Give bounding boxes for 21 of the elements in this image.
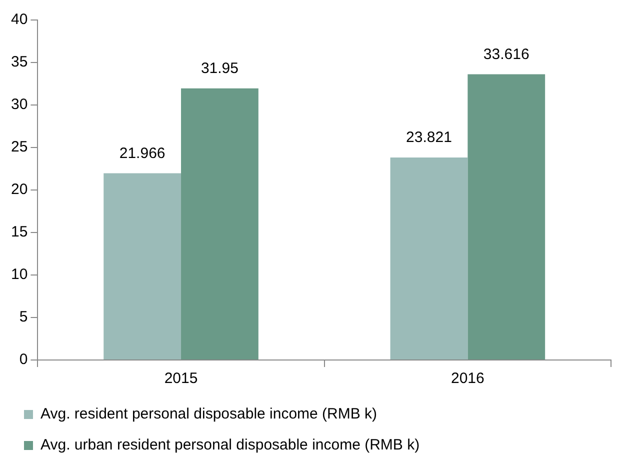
y-tick-label: 35 xyxy=(10,54,28,71)
y-tick-label: 25 xyxy=(10,138,28,156)
data-label: 21.966 xyxy=(119,144,166,162)
bar xyxy=(104,173,182,360)
y-tick-label: 5 xyxy=(19,308,28,326)
x-tick-label: 2015 xyxy=(164,370,198,388)
y-tick-label: 10 xyxy=(10,266,28,284)
legend-label: Avg. urban resident personal disposable income (RMB k) xyxy=(40,436,420,454)
x-tick-label: 2016 xyxy=(450,370,484,388)
legend-label: Avg. resident personal disposable income (RMB k) xyxy=(40,406,378,423)
y-tick-label: 0 xyxy=(19,351,28,368)
y-tick-label: 15 xyxy=(10,224,28,241)
data-label: 31.95 xyxy=(200,60,238,78)
y-tick-label: 40 xyxy=(10,11,28,28)
data-label: 33.616 xyxy=(483,46,530,63)
y-tick-label: 20 xyxy=(10,181,28,198)
data-label: 23.821 xyxy=(406,129,452,146)
bar xyxy=(468,74,546,360)
y-tick-label: 30 xyxy=(10,96,28,114)
bar xyxy=(390,158,468,360)
bar xyxy=(181,88,258,360)
